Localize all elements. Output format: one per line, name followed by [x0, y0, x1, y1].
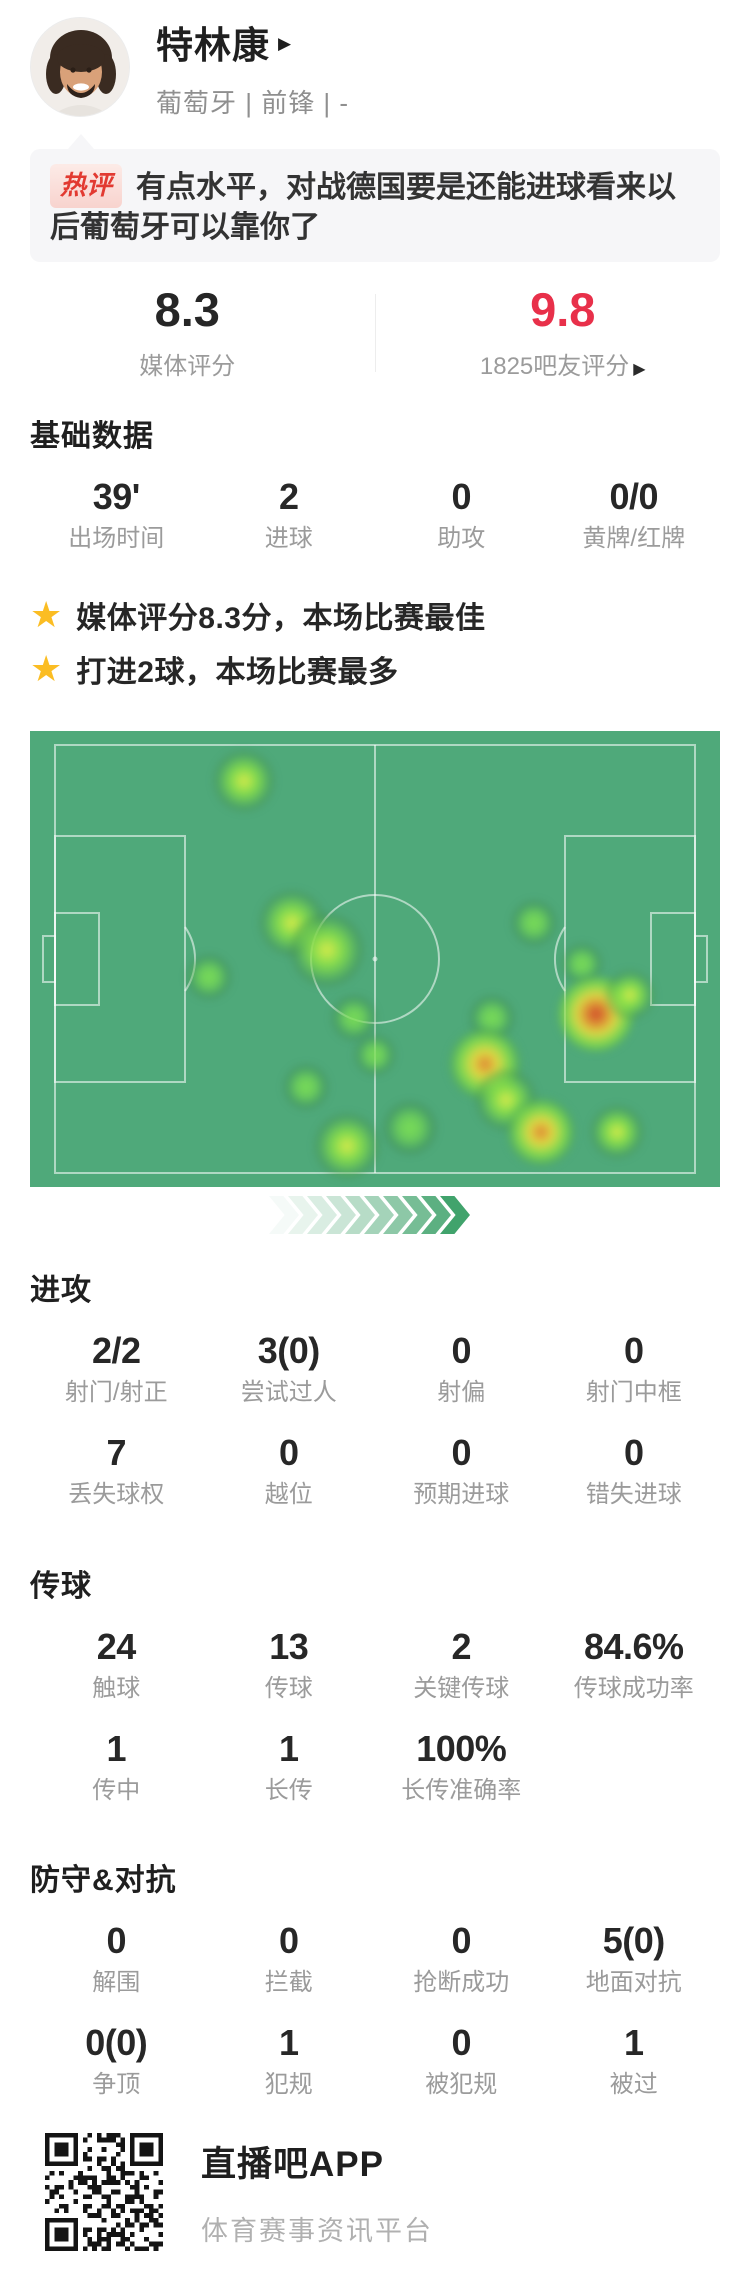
highlights: ★ 媒体评分8.3分，本场比赛最佳 ★ 打进2球，本场比赛最多 [30, 593, 720, 691]
player-photo [31, 18, 130, 117]
chevron-divider [0, 1193, 750, 1237]
fans-rating[interactable]: 9.8 1825吧友评分▶ [376, 284, 750, 381]
hot-comment-badge: 热评 [50, 164, 122, 208]
section-title-defense: 防守&对抗 [30, 1855, 720, 1899]
stat-long-ball-accuracy: 100%长传准确率 [375, 1729, 548, 1805]
section-title-basic: 基础数据 [30, 411, 720, 455]
highlight-text: 媒体评分8.3分，本场比赛最佳 [76, 593, 485, 637]
media-rating: 8.3 媒体评分 [0, 284, 375, 381]
media-score: 8.3 [0, 284, 375, 336]
stat-pass-accuracy: 84.6%传球成功率 [548, 1627, 721, 1703]
chevron-right-icon: ▶ [633, 361, 645, 378]
qr-code [45, 2133, 163, 2251]
section-title-attack: 进攻 [30, 1265, 720, 1309]
star-icon: ★ [30, 651, 62, 687]
fans-score: 9.8 [376, 284, 750, 336]
highlight-text: 打进2球，本场比赛最多 [76, 647, 398, 691]
heatmap-field [30, 731, 720, 1187]
app-name: 直播吧APP [201, 2136, 433, 2187]
stat-dribbles: 3(0)尝试过人 [203, 1331, 376, 1407]
chevron-right-icon: ▶ [278, 34, 291, 54]
player-name: 特林康 [156, 15, 270, 69]
player-subtitle: 葡萄牙 | 前锋 | - [156, 83, 349, 120]
ratings-row: 8.3 媒体评分 9.8 1825吧友评分▶ [0, 284, 750, 381]
section-title-passing: 传球 [30, 1561, 720, 1605]
stat-minutes: 39'出场时间 [30, 477, 203, 553]
highlight-row: ★ 媒体评分8.3分，本场比赛最佳 [30, 593, 720, 637]
player-name-row[interactable]: 特林康 ▶ [156, 15, 349, 69]
hot-comment-text: 有点水平，对战德国要是还能进球看来以后葡萄牙可以靠你了 [50, 171, 676, 244]
bubble-tip [68, 134, 94, 149]
avatar [30, 17, 130, 117]
heatmap-spots [30, 731, 720, 1187]
hot-comment[interactable]: 热评有点水平，对战德国要是还能进球看来以后葡萄牙可以靠你了 [30, 149, 720, 262]
fans-score-label: 1825吧友评分▶ [376, 346, 750, 381]
app-tagline: 体育赛事资讯平台 [201, 2209, 433, 2248]
star-icon: ★ [30, 597, 62, 633]
stat-aerial-duels: 0(0)争顶 [30, 2023, 203, 2099]
stat-ground-duels: 5(0)地面对抗 [548, 1921, 721, 1997]
stat-empty [548, 1729, 721, 1805]
highlight-row: ★ 打进2球，本场比赛最多 [30, 647, 720, 691]
app-footer: 直播吧APP 体育赛事资讯平台 [0, 2133, 750, 2273]
media-score-label: 媒体评分 [0, 346, 375, 381]
player-header: 特林康 ▶ 葡萄牙 | 前锋 | - [0, 16, 750, 118]
